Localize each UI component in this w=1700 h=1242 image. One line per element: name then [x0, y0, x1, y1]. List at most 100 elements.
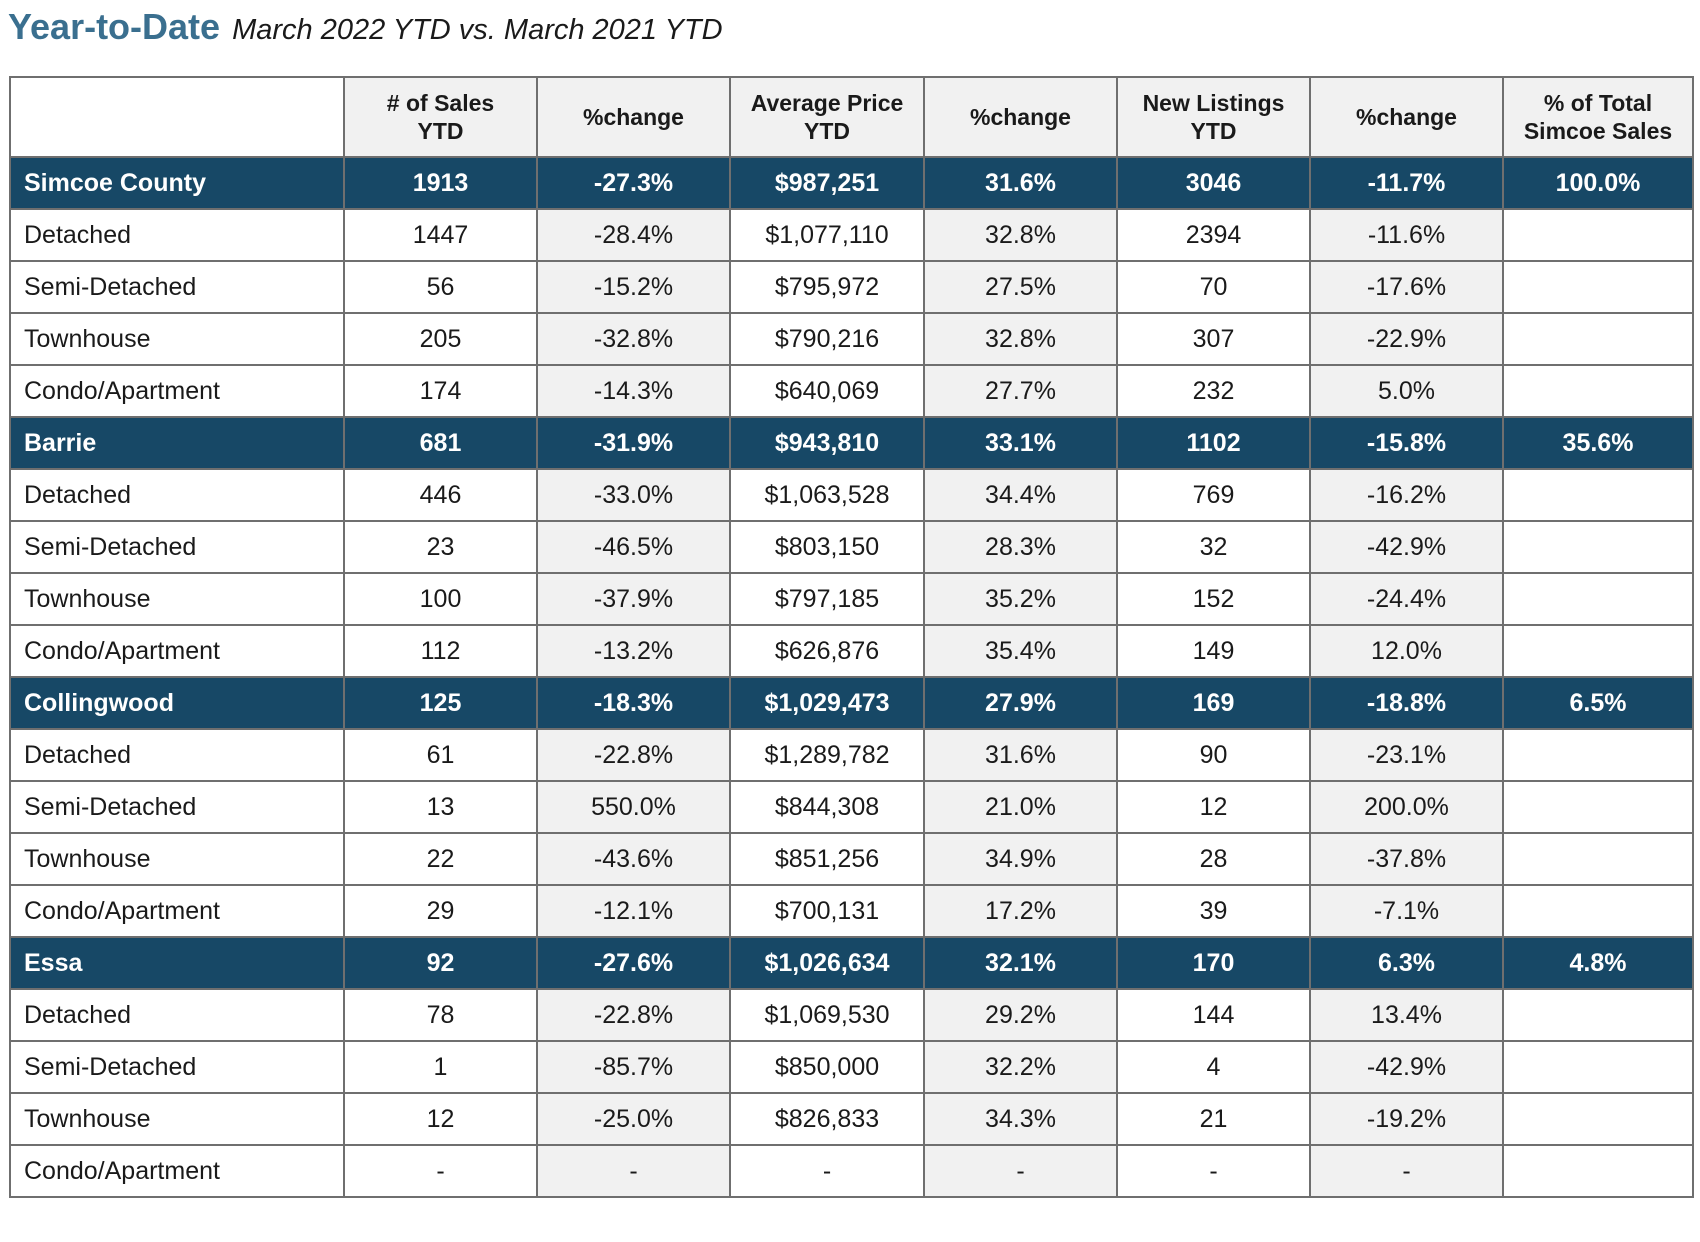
property-type-row: Townhouse 100 -37.9% $797,185 35.2% 152 -24.4%	[9, 572, 1694, 626]
average-price-cell: $795,972	[729, 260, 925, 314]
sales-ytd-cell: 100	[343, 572, 538, 626]
sales-ytd-cell: 61	[343, 728, 538, 782]
header-cell-new-listings-ytd: New Listings YTD	[1116, 76, 1311, 158]
sales-ytd-cell: 1447	[343, 208, 538, 262]
property-type-row: Condo/Apartment 29 -12.1% $700,131 17.2% 39 -7…	[9, 884, 1694, 938]
price-change-cell: 27.9%	[923, 676, 1118, 730]
property-type-row: Detached 446 -33.0% $1,063,528 34.4% 769 -16.2…	[9, 468, 1694, 522]
header-cell-average-price-ytd: Average Price YTD	[729, 76, 925, 158]
sales-ytd-cell: 22	[343, 832, 538, 886]
sales-change-cell: -15.2%	[536, 260, 731, 314]
new-listings-cell: 1102	[1116, 416, 1311, 470]
listings-change-cell: -42.9%	[1309, 520, 1504, 574]
percent-of-total-cell	[1502, 208, 1694, 262]
listings-change-cell: -42.9%	[1309, 1040, 1504, 1094]
property-type-row: Semi-Detached 23 -46.5% $803,150 28.3% 32 -42.…	[9, 520, 1694, 574]
listings-change-cell: -23.1%	[1309, 728, 1504, 782]
region-summary-row: Collingwood 125 -18.3% $1,029,473 27.9% 169 -1…	[9, 676, 1694, 730]
average-price-cell: $700,131	[729, 884, 925, 938]
listings-change-cell: -18.8%	[1309, 676, 1504, 730]
row-label-cell: Condo/Apartment	[9, 624, 345, 678]
listings-change-cell: 6.3%	[1309, 936, 1504, 990]
sales-change-cell: -31.9%	[536, 416, 731, 470]
new-listings-cell: 28	[1116, 832, 1311, 886]
price-change-cell: 28.3%	[923, 520, 1118, 574]
average-price-cell: $1,077,110	[729, 208, 925, 262]
property-type-row: Semi-Detached 13 550.0% $844,308 21.0% 12 200.…	[9, 780, 1694, 834]
listings-change-cell: -37.8%	[1309, 832, 1504, 886]
property-type-row: Condo/Apartment 174 -14.3% $640,069 27.7% 232…	[9, 364, 1694, 418]
sales-change-cell: -37.9%	[536, 572, 731, 626]
percent-of-total-cell	[1502, 884, 1694, 938]
percent-of-total-cell: 4.8%	[1502, 936, 1694, 990]
new-listings-cell: 32	[1116, 520, 1311, 574]
row-label-cell: Townhouse	[9, 1092, 345, 1146]
new-listings-cell: 3046	[1116, 156, 1311, 210]
sales-ytd-cell: 446	[343, 468, 538, 522]
price-change-cell: 32.8%	[923, 208, 1118, 262]
percent-of-total-cell	[1502, 468, 1694, 522]
listings-change-cell: 12.0%	[1309, 624, 1504, 678]
property-type-row: Condo/Apartment - - - - - -	[9, 1144, 1694, 1198]
percent-of-total-cell	[1502, 520, 1694, 574]
new-listings-cell: 169	[1116, 676, 1311, 730]
new-listings-cell: 12	[1116, 780, 1311, 834]
new-listings-cell: 769	[1116, 468, 1311, 522]
listings-change-cell: 5.0%	[1309, 364, 1504, 418]
property-type-row: Townhouse 12 -25.0% $826,833 34.3% 21 -19.2%	[9, 1092, 1694, 1146]
new-listings-cell: 149	[1116, 624, 1311, 678]
row-label-cell: Townhouse	[9, 312, 345, 366]
listings-change-cell: -17.6%	[1309, 260, 1504, 314]
sales-ytd-cell: 56	[343, 260, 538, 314]
header-label: # of Sales YTD	[386, 90, 495, 144]
new-listings-cell: 70	[1116, 260, 1311, 314]
header-cell-blank	[9, 76, 345, 158]
average-price-cell: $797,185	[729, 572, 925, 626]
sales-ytd-cell: 174	[343, 364, 538, 418]
listings-change-cell: 13.4%	[1309, 988, 1504, 1042]
price-change-cell: 33.1%	[923, 416, 1118, 470]
sales-change-cell: -32.8%	[536, 312, 731, 366]
sales-change-cell: 550.0%	[536, 780, 731, 834]
average-price-cell: $1,063,528	[729, 468, 925, 522]
percent-of-total-cell	[1502, 832, 1694, 886]
row-label-cell: Detached	[9, 988, 345, 1042]
header-cell-listings-change: %change	[1309, 76, 1504, 158]
price-change-cell: 17.2%	[923, 884, 1118, 938]
new-listings-cell: -	[1116, 1144, 1311, 1198]
header-label: %change	[1356, 104, 1457, 130]
sales-change-cell: -28.4%	[536, 208, 731, 262]
listings-change-cell: -7.1%	[1309, 884, 1504, 938]
percent-of-total-cell	[1502, 572, 1694, 626]
average-price-cell: $640,069	[729, 364, 925, 418]
percent-of-total-cell: 100.0%	[1502, 156, 1694, 210]
price-change-cell: 34.9%	[923, 832, 1118, 886]
header-label: % of Total Simcoe Sales	[1523, 90, 1673, 144]
row-label-cell: Condo/Apartment	[9, 364, 345, 418]
property-type-row: Detached 1447 -28.4% $1,077,110 32.8% 2394 -11…	[9, 208, 1694, 262]
header-cell-sales-ytd: # of Sales YTD	[343, 76, 538, 158]
average-price-cell: $943,810	[729, 416, 925, 470]
average-price-cell: $826,833	[729, 1092, 925, 1146]
sales-ytd-cell: 92	[343, 936, 538, 990]
percent-of-total-cell	[1502, 260, 1694, 314]
price-change-cell: 32.2%	[923, 1040, 1118, 1094]
price-change-cell: 35.2%	[923, 572, 1118, 626]
property-type-row: Detached 78 -22.8% $1,069,530 29.2% 144 13.4%	[9, 988, 1694, 1042]
average-price-cell: -	[729, 1144, 925, 1198]
percent-of-total-cell	[1502, 780, 1694, 834]
sales-change-cell: -14.3%	[536, 364, 731, 418]
average-price-cell: $803,150	[729, 520, 925, 574]
sales-ytd-cell: 205	[343, 312, 538, 366]
row-label-cell: Semi-Detached	[9, 780, 345, 834]
average-price-cell: $790,216	[729, 312, 925, 366]
listings-change-cell: -22.9%	[1309, 312, 1504, 366]
sales-change-cell: -13.2%	[536, 624, 731, 678]
table-header-row: # of Sales YTD %change Average Price YTD…	[9, 76, 1694, 158]
row-label-cell: Collingwood	[9, 676, 345, 730]
row-label-cell: Condo/Apartment	[9, 1144, 345, 1198]
row-label-cell: Detached	[9, 208, 345, 262]
header-label: %change	[970, 104, 1071, 130]
percent-of-total-cell	[1502, 728, 1694, 782]
price-change-cell: 34.3%	[923, 1092, 1118, 1146]
